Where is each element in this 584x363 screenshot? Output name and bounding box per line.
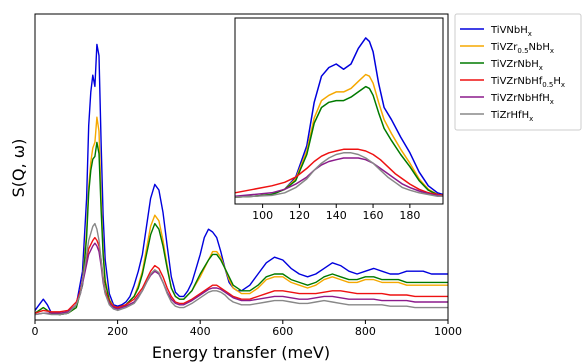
main-series-line-3 xyxy=(34,141,448,316)
inset-series-line-4 xyxy=(234,148,444,197)
main-x-tick-label-3: 400 xyxy=(190,325,211,338)
main-x-ticks: 0 200 400 600 800 1000 xyxy=(32,320,462,338)
main-series-line-5 xyxy=(34,242,448,316)
legend: TiVNbHx TiVZr0.5NbHx TiVZrNbHx TiVZrNbHf0.5… xyxy=(454,13,582,131)
main-x-tick-label-4: 600 xyxy=(272,325,293,338)
main-x-tick-label-6: 1000 xyxy=(434,325,462,338)
legend-label-5: TiVZrNbHfHx xyxy=(490,93,554,106)
legend-label-3: TiVZrNbHx xyxy=(490,59,543,72)
inset-x-tick-label-3: 140 xyxy=(326,209,347,222)
main-series-group xyxy=(34,43,448,316)
main-series-line-4 xyxy=(34,236,448,314)
inset-series-line-6 xyxy=(234,152,443,198)
legend-box xyxy=(454,13,582,131)
main-x-tick-label-5: 800 xyxy=(355,325,376,338)
x-axis-title: Energy transfer (meV) xyxy=(152,343,330,362)
main-x-tick-label-1: 0 xyxy=(32,325,39,338)
main-series-line-1 xyxy=(34,43,448,316)
inset-background xyxy=(235,18,443,204)
legend-label-1: TiVNbHx xyxy=(490,25,532,38)
inset-series-line-5 xyxy=(234,157,444,198)
main-series-line-6 xyxy=(34,222,448,316)
main-x-tick-label-2: 200 xyxy=(107,325,128,338)
inset-frame xyxy=(234,17,444,205)
inset-x-ticks: 100 120 140 160 180 xyxy=(252,204,420,222)
main-plot-frame xyxy=(34,13,449,321)
inset-x-tick-label-1: 100 xyxy=(252,209,273,222)
inset-x-tick-label-4: 160 xyxy=(363,209,384,222)
inset-series-line-3 xyxy=(234,85,444,198)
inset-x-tick-label-2: 120 xyxy=(289,209,310,222)
inset-x-tick-label-5: 180 xyxy=(399,209,420,222)
legend-label-6: TiZrHfHx xyxy=(490,110,533,123)
legend-label-4: TiVZrNbHf0.5Hx xyxy=(490,76,565,89)
legend-label-2: TiVZr0.5NbHx xyxy=(490,42,554,55)
inset-series-group xyxy=(234,37,444,198)
y-axis-title: S(Q, ω) xyxy=(9,139,28,198)
